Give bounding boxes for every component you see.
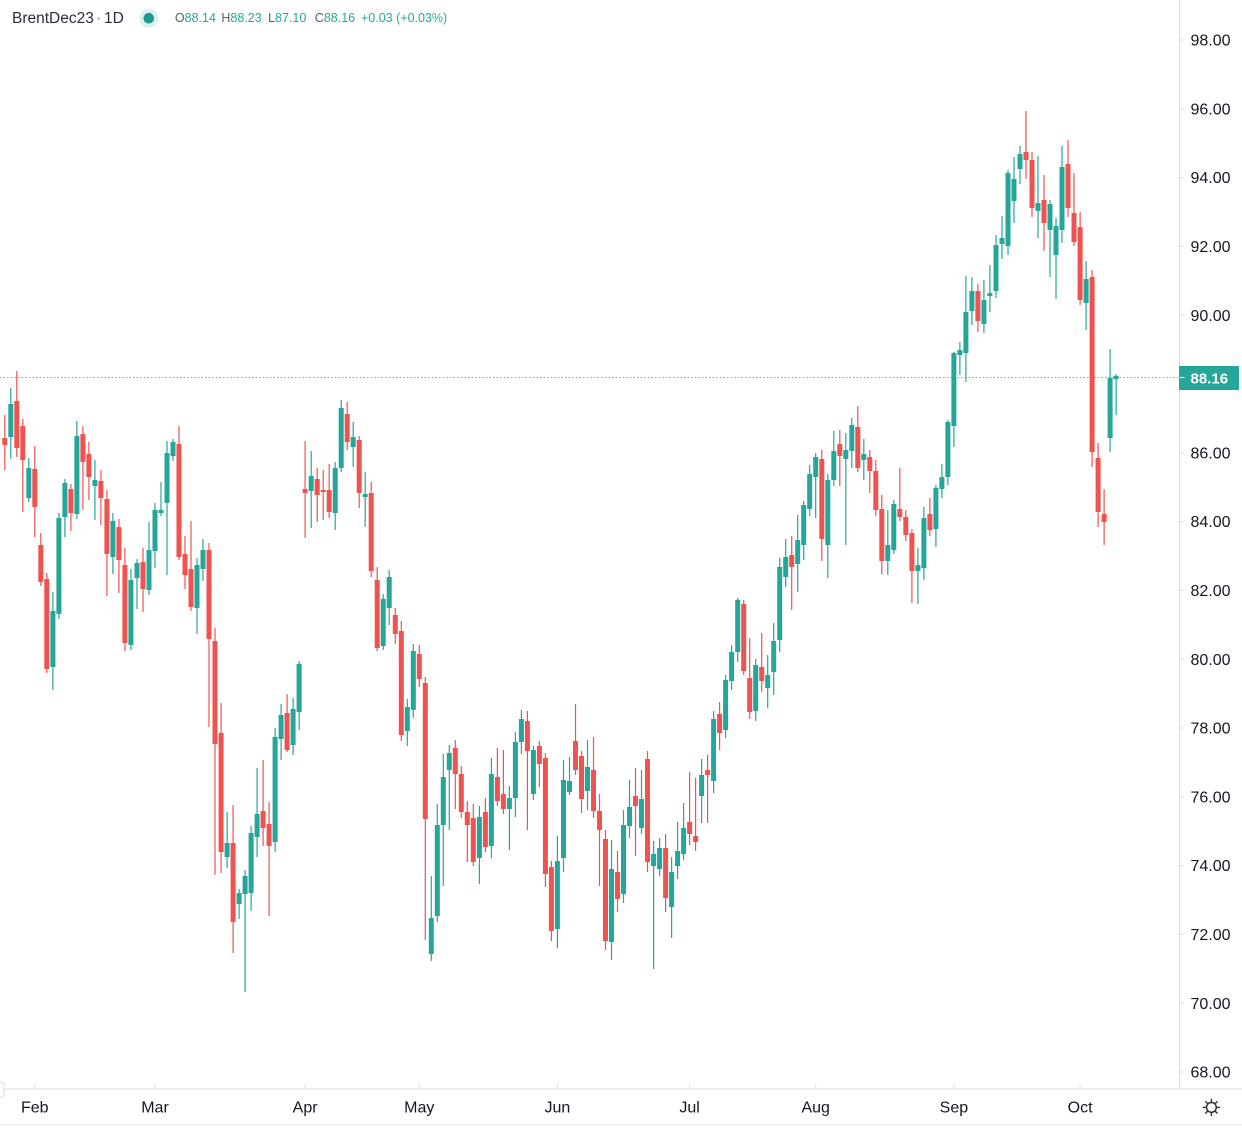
- svg-text:70.00: 70.00: [1191, 996, 1231, 1013]
- svg-text:May: May: [404, 1100, 434, 1117]
- svg-text:98.00: 98.00: [1191, 33, 1231, 50]
- svg-text:96.00: 96.00: [1191, 101, 1231, 118]
- svg-text:82.00: 82.00: [1191, 583, 1231, 600]
- svg-text:72.00: 72.00: [1191, 927, 1231, 944]
- svg-text:84.00: 84.00: [1191, 514, 1231, 531]
- svg-text:Aug: Aug: [801, 1100, 829, 1117]
- svg-text:BrentDec23·1D: BrentDec23 · 1D: [12, 10, 124, 27]
- svg-text:Oct: Oct: [1068, 1100, 1093, 1117]
- svg-text:68.00: 68.00: [1191, 1065, 1231, 1082]
- svg-text:90.00: 90.00: [1191, 308, 1231, 325]
- svg-text:Jun: Jun: [545, 1100, 571, 1117]
- svg-text:76.00: 76.00: [1191, 789, 1231, 806]
- svg-text:Feb: Feb: [21, 1100, 49, 1117]
- svg-text:Mar: Mar: [141, 1100, 169, 1117]
- svg-text:80.00: 80.00: [1191, 652, 1231, 669]
- svg-text:74.00: 74.00: [1191, 858, 1231, 875]
- svg-text:92.00: 92.00: [1191, 239, 1231, 256]
- svg-text:Sep: Sep: [940, 1100, 969, 1117]
- svg-text:94.00: 94.00: [1191, 170, 1231, 187]
- svg-text:78.00: 78.00: [1191, 721, 1231, 738]
- svg-text:Apr: Apr: [293, 1100, 319, 1117]
- svg-text:86.00: 86.00: [1191, 445, 1231, 462]
- svg-text:Jul: Jul: [679, 1100, 699, 1117]
- svg-text:88.16: 88.16: [1191, 371, 1229, 388]
